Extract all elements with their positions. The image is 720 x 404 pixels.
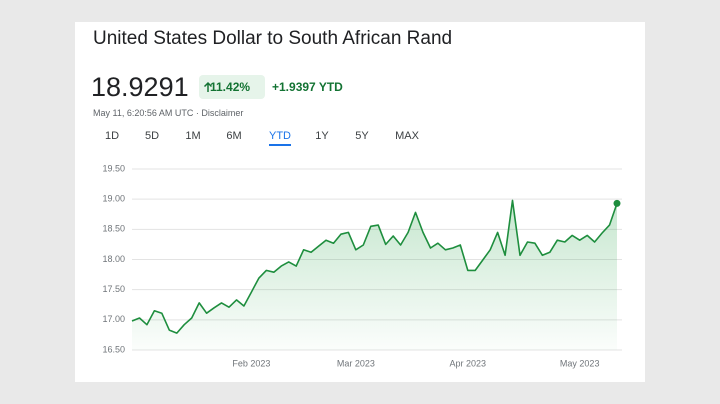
x-tick-label: May 2023 — [560, 358, 600, 368]
up-arrow — [203, 81, 213, 92]
y-tick-label: 16.50 — [102, 344, 125, 354]
range-tab[interactable]: 1M — [185, 130, 201, 142]
y-tick-label: 17.00 — [102, 314, 125, 324]
x-tick-label: Feb 2023 — [232, 358, 270, 368]
range-tab[interactable]: YTD — [269, 130, 291, 146]
range-tab[interactable]: 1D — [104, 130, 120, 142]
price-line — [131, 199, 618, 334]
area-fill — [132, 200, 617, 350]
range-tab[interactable]: 1Y — [315, 130, 329, 142]
y-tick-label: 19.00 — [102, 194, 125, 204]
range-tab[interactable]: 6M — [226, 130, 242, 142]
range-tab[interactable]: 5Y — [355, 130, 369, 142]
y-tick-label: 18.50 — [102, 224, 125, 234]
timestamp: May 11, 6:20:56 AM UTC · Disclaimer — [93, 108, 244, 118]
y-tick-label: 19.50 — [102, 163, 125, 173]
title: United States Dollar to South African Ra… — [93, 28, 453, 49]
end-point — [613, 199, 621, 207]
change-badge — [199, 75, 265, 99]
y-tick-label: 18.00 — [102, 254, 125, 264]
x-tick-label: Mar 2023 — [337, 358, 375, 368]
range-tab[interactable]: 5D — [144, 130, 160, 142]
price: 18.9291 — [91, 72, 189, 102]
x-tick-label: Apr 2023 — [450, 358, 487, 368]
y-tick-label: 17.50 — [102, 284, 125, 294]
change-percent: 11.42% — [210, 80, 251, 94]
change-ytd: +1.9397 YTD — [272, 80, 343, 94]
range-tab[interactable]: MAX — [395, 130, 419, 142]
